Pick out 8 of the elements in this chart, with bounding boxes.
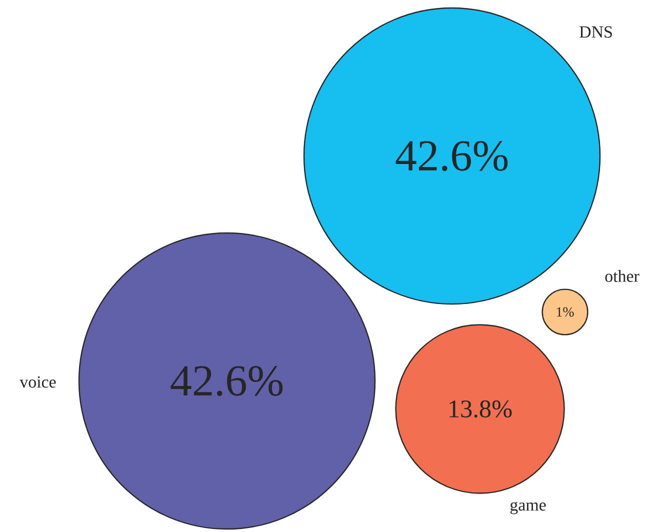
category-label: other <box>605 270 640 282</box>
data-label: 42.6% <box>396 140 508 172</box>
category-label: voice <box>20 376 56 388</box>
data-label: 42.6% <box>170 366 283 396</box>
category-label: game <box>510 502 546 514</box>
data-label: 1% <box>556 307 574 317</box>
category-label: DNS <box>580 26 612 38</box>
data-label: 13.8% <box>450 400 512 418</box>
